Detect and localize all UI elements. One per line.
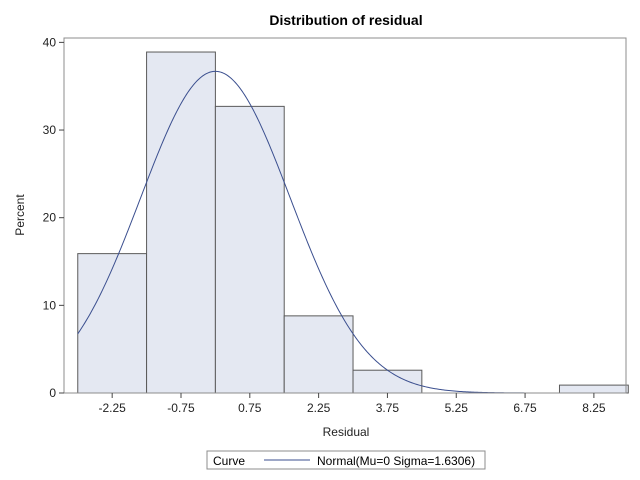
x-tick-label: -2.25	[98, 401, 126, 415]
legend-title: Curve	[213, 454, 245, 468]
x-tick-label: 2.25	[307, 401, 331, 415]
histogram-bar	[214, 105, 285, 394]
x-axis: -2.25 -0.75 0.75 2.25 3.75 5.25 6.75 8.25	[98, 393, 606, 415]
x-tick-label: 3.75	[376, 401, 400, 415]
histogram-bar	[352, 369, 423, 394]
x-tick-label: 0.75	[238, 401, 262, 415]
y-axis: 0 10 20 30 40	[43, 35, 64, 400]
x-tick-label: 8.25	[582, 401, 606, 415]
y-axis-label: Percent	[13, 194, 27, 236]
x-tick-label: 6.75	[513, 401, 537, 415]
y-tick-label: 40	[43, 35, 57, 49]
x-axis-label: Residual	[323, 425, 370, 439]
x-tick-label: 5.25	[445, 401, 469, 415]
histogram-bar	[146, 51, 216, 394]
histogram-bar	[558, 384, 629, 394]
legend-box	[206, 450, 486, 470]
histogram-bar	[77, 253, 148, 394]
y-tick-label: 30	[43, 123, 57, 137]
bars-group	[77, 51, 629, 394]
y-tick-label: 0	[49, 386, 56, 400]
plot-frame	[63, 37, 627, 394]
legend-entry: Normal(Mu=0 Sigma=1.6306)	[317, 454, 475, 468]
x-tick-label: -0.75	[167, 401, 195, 415]
y-tick-label: 20	[43, 211, 57, 225]
y-tick-label: 10	[43, 298, 57, 312]
chart-title: Distribution of residual	[269, 12, 422, 28]
legend: Curve Normal(Mu=0 Sigma=1.6306)	[206, 450, 486, 470]
histogram-bar	[283, 315, 354, 394]
